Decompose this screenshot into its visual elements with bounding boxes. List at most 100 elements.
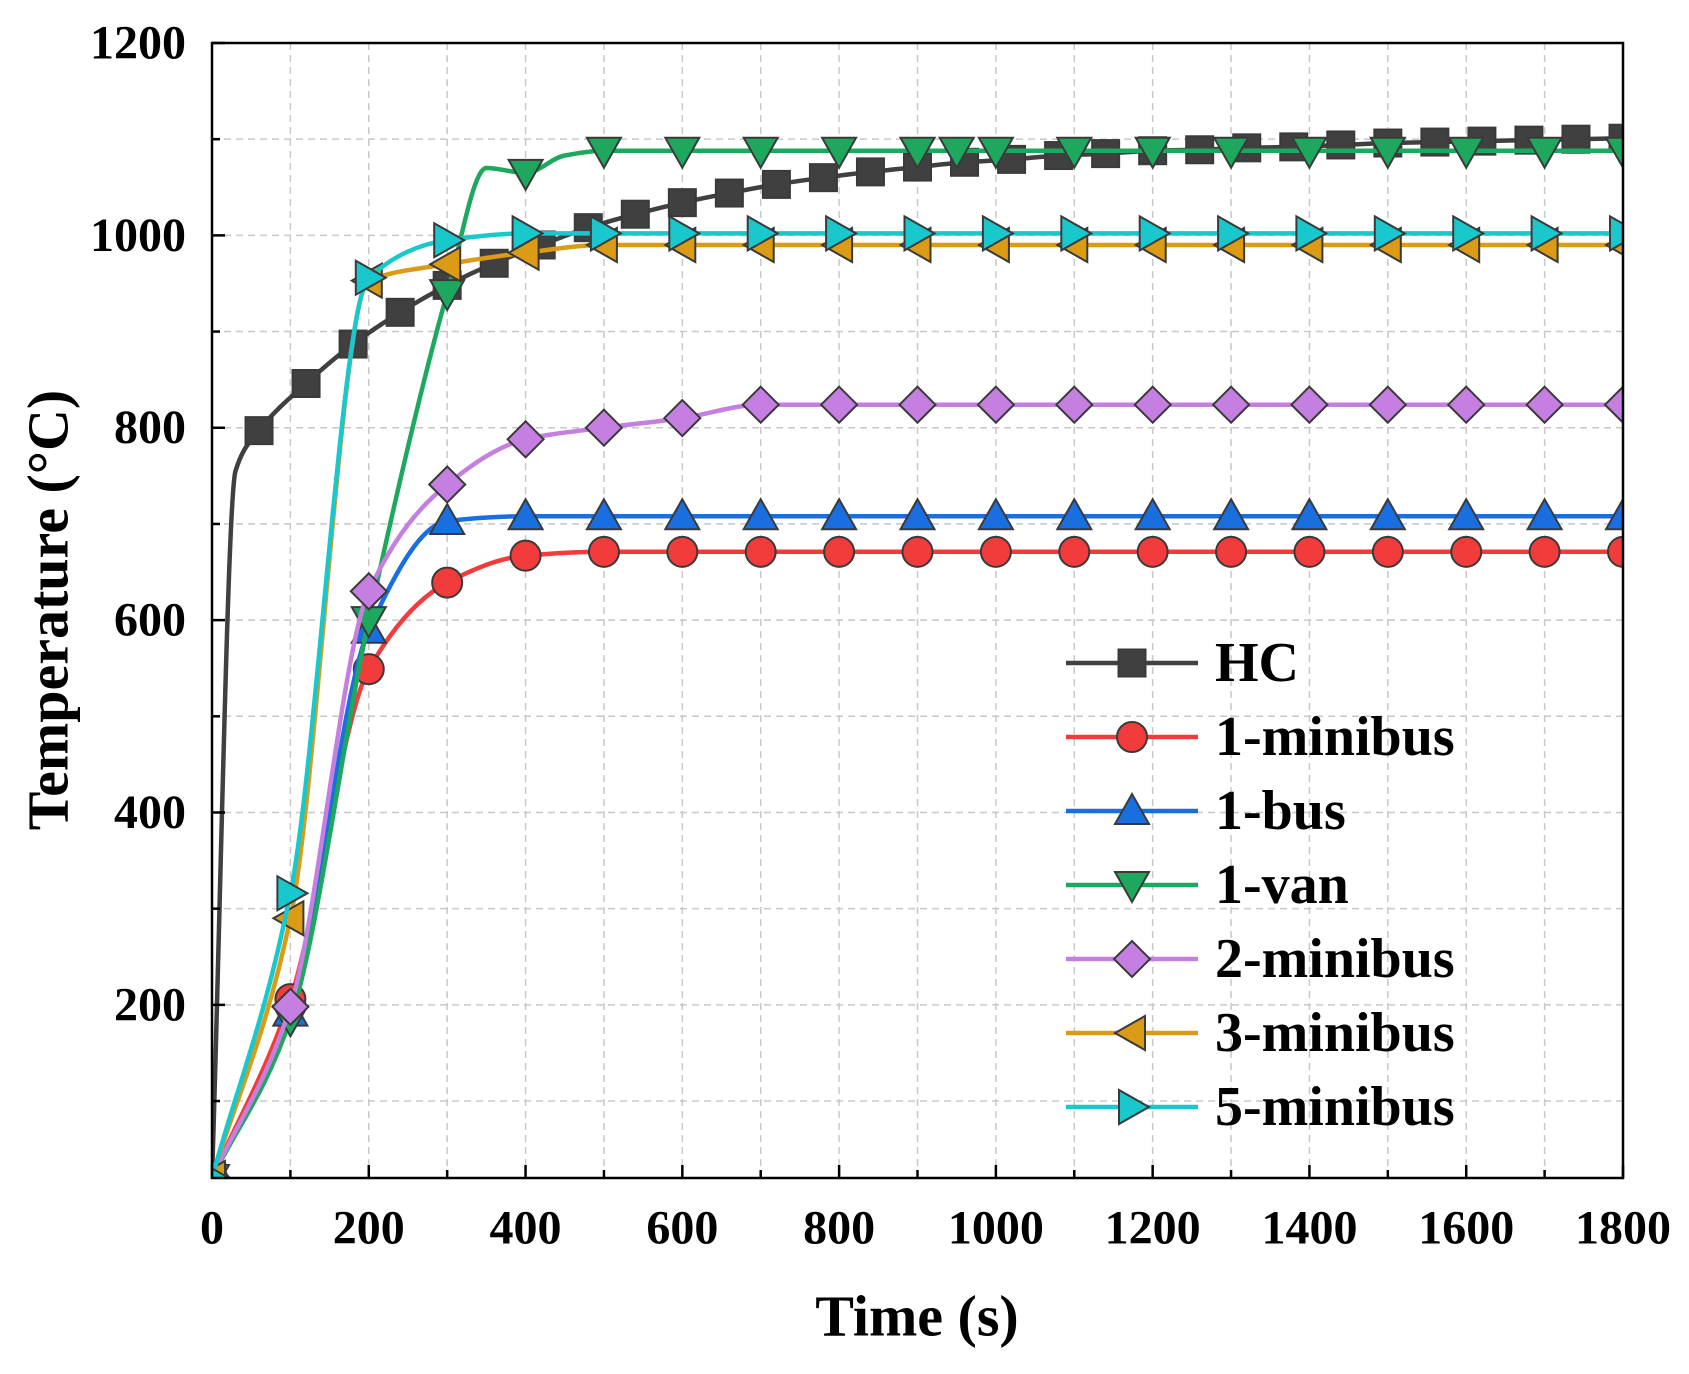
data-point-1-minibus bbox=[1215, 535, 1248, 568]
data-point-5-minibus bbox=[746, 214, 780, 253]
data-point-5-minibus bbox=[903, 214, 937, 253]
data-point-1-bus bbox=[506, 497, 545, 531]
data-point-1-minibus bbox=[979, 535, 1012, 568]
x-tick-label: 200 bbox=[333, 1202, 405, 1255]
legend-item-5-minibus: 5-minibus bbox=[1066, 1076, 1455, 1138]
legend-item-1-bus: 1-bus bbox=[1066, 780, 1346, 842]
data-point-1-van bbox=[1447, 136, 1485, 170]
grid-lines bbox=[212, 43, 1623, 1178]
x-tick-label: 1400 bbox=[1261, 1202, 1357, 1255]
data-point-1-bus bbox=[1055, 497, 1094, 531]
axis-ticks bbox=[210, 41, 1625, 1178]
y-tick-label: 800 bbox=[114, 401, 186, 454]
data-point-5-minibus bbox=[1138, 214, 1172, 253]
data-point-hc bbox=[244, 416, 274, 446]
data-point-5-minibus bbox=[354, 258, 388, 297]
data-point-2-minibus bbox=[662, 398, 702, 438]
y-tick-label: 200 bbox=[114, 978, 186, 1031]
data-point-1-bus bbox=[1525, 497, 1564, 531]
data-point-1-van bbox=[1604, 136, 1623, 170]
legend-label: 1-van bbox=[1215, 854, 1349, 916]
legend-marker bbox=[1113, 791, 1151, 825]
data-point-2-minibus bbox=[506, 419, 546, 459]
data-point-1-minibus bbox=[587, 535, 620, 568]
data-point-1-van bbox=[898, 136, 937, 170]
data-point-1-van bbox=[1055, 136, 1094, 170]
data-point-1-van bbox=[1212, 136, 1250, 170]
legend-marker bbox=[1117, 648, 1147, 678]
x-tick-label: 400 bbox=[490, 1202, 562, 1255]
x-axis-title: Time (s) bbox=[815, 1284, 1019, 1349]
data-point-5-minibus bbox=[825, 214, 859, 253]
data-point-1-bus bbox=[820, 497, 858, 531]
data-point-5-minibus bbox=[668, 214, 702, 253]
x-tick-label: 800 bbox=[803, 1202, 875, 1255]
data-point-2-minibus bbox=[1368, 385, 1408, 425]
data-point-1-minibus bbox=[823, 535, 856, 568]
x-tick-label: 1000 bbox=[948, 1202, 1044, 1255]
y-tick-label: 600 bbox=[114, 594, 186, 647]
legend-label: 3-minibus bbox=[1215, 1002, 1455, 1064]
y-tick-labels: 200 400 600 800 1000 1200 bbox=[90, 17, 186, 1032]
data-point-2-minibus bbox=[976, 385, 1016, 425]
legend-marker bbox=[1113, 871, 1151, 905]
data-point-1-van bbox=[741, 136, 780, 170]
legend-item-2-minibus: 2-minibus bbox=[1066, 928, 1455, 990]
legend-marker bbox=[1116, 721, 1148, 753]
legend-label: 1-minibus bbox=[1215, 706, 1455, 768]
data-point-hc bbox=[808, 163, 838, 193]
x-tick-labels: 0 200 400 600 800 1000 1200 1400 1600 1800 bbox=[200, 1202, 1671, 1255]
x-tick-label: 1800 bbox=[1575, 1202, 1671, 1255]
x-tick-label: 1200 bbox=[1105, 1202, 1201, 1255]
data-point-5-minibus bbox=[1452, 214, 1486, 253]
data-point-5-minibus bbox=[1530, 214, 1564, 253]
legend-marker bbox=[1118, 1088, 1152, 1126]
data-point-1-van bbox=[977, 136, 1015, 170]
data-point-1-van bbox=[506, 158, 545, 192]
data-point-5-minibus bbox=[433, 221, 467, 259]
data-point-1-van bbox=[1290, 136, 1329, 170]
y-tick-label: 1000 bbox=[90, 209, 186, 262]
data-point-3-minibus bbox=[428, 245, 462, 283]
data-point-2-minibus bbox=[898, 385, 937, 425]
data-point-1-van bbox=[428, 279, 466, 313]
data-point-1-minibus bbox=[1293, 535, 1326, 568]
data-point-5-minibus bbox=[1295, 214, 1329, 253]
data-point-2-minibus bbox=[1133, 385, 1173, 425]
data-point-2-minibus bbox=[349, 571, 389, 611]
data-point-hc bbox=[385, 297, 415, 327]
data-point-hc bbox=[620, 199, 650, 229]
data-point-hc bbox=[1326, 130, 1356, 160]
data-point-1-bus bbox=[663, 497, 702, 531]
y-axis-title: Temperature (°C) bbox=[16, 390, 81, 830]
legend-item-hc: HC bbox=[1066, 632, 1299, 694]
data-point-5-minibus bbox=[1373, 214, 1407, 253]
data-point-1-minibus bbox=[1058, 535, 1091, 568]
data-point-2-minibus bbox=[584, 408, 624, 448]
data-point-1-minibus bbox=[1371, 535, 1404, 568]
data-point-1-van bbox=[820, 136, 858, 170]
data-point-5-minibus bbox=[1217, 214, 1251, 253]
data-point-1-van bbox=[1369, 136, 1407, 170]
x-tick-label: 600 bbox=[646, 1202, 718, 1255]
data-point-1-bus bbox=[1369, 497, 1407, 531]
data-point-1-bus bbox=[1133, 497, 1172, 531]
data-point-1-minibus bbox=[1450, 535, 1483, 568]
data-point-1-minibus bbox=[1136, 535, 1169, 568]
data-point-hc bbox=[667, 188, 697, 218]
data-point-1-bus bbox=[1290, 497, 1329, 531]
data-point-1-van bbox=[1525, 136, 1564, 170]
plot-series bbox=[212, 123, 1623, 1178]
data-point-1-minibus bbox=[901, 535, 934, 568]
data-point-2-minibus bbox=[1603, 385, 1623, 425]
data-point-1-van bbox=[937, 136, 976, 170]
legend-label: 2-minibus bbox=[1215, 928, 1455, 990]
data-point-5-minibus bbox=[1060, 214, 1094, 253]
data-point-1-minibus bbox=[744, 535, 777, 568]
data-point-5-minibus bbox=[981, 214, 1015, 253]
data-point-1-minibus bbox=[1607, 535, 1623, 568]
data-point-2-minibus bbox=[427, 465, 467, 504]
data-point-1-bus bbox=[1447, 497, 1485, 531]
